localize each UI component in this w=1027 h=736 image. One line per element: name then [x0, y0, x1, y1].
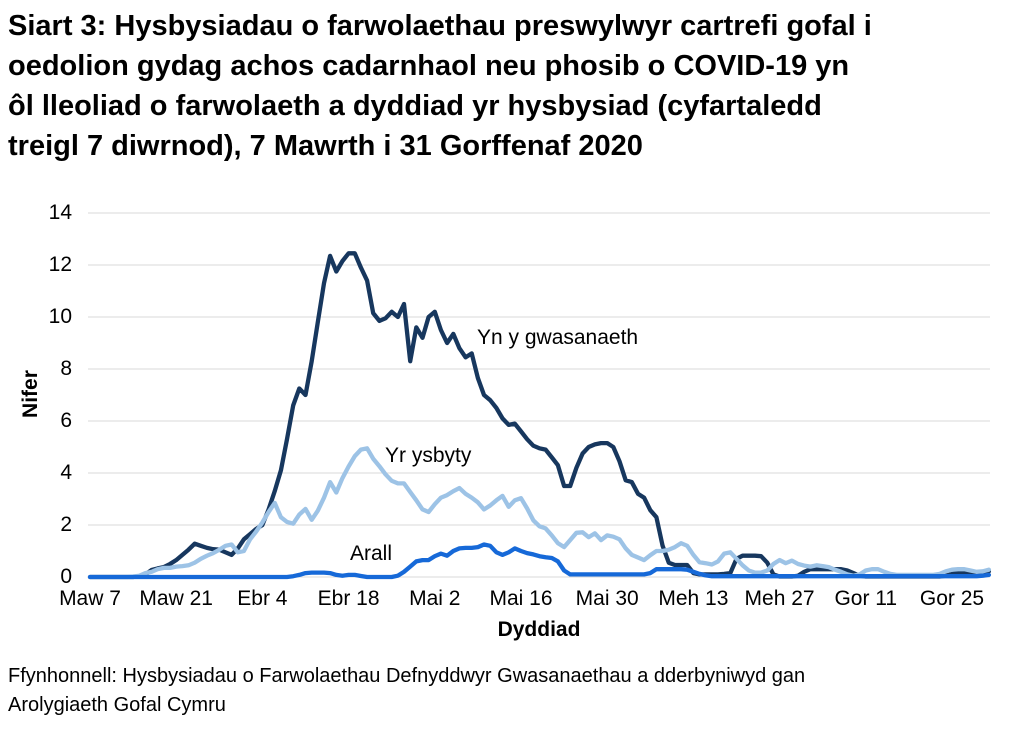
x-tick-label: Maw 21: [139, 587, 213, 610]
chart-title-line-2: oedolion gydag achos cadarnhaol neu phos…: [8, 50, 850, 82]
series-label-arall: Arall: [350, 542, 393, 565]
series-label-yr-ysbyty: Yr ysbyty: [385, 444, 472, 467]
x-tick-label: Mai 2: [409, 587, 461, 610]
y-tick-label: 4: [60, 461, 72, 484]
series-line-yr-ysbyty: [87, 446, 992, 580]
x-tick-label: Mai 30: [575, 587, 639, 610]
y-tick-label: 12: [48, 253, 72, 276]
chart-title-line-1: Siart 3: Hysbysiadau o farwolaethau pres…: [8, 10, 872, 42]
chart-title: Siart 3: Hysbysiadau o farwolaethau pres…: [8, 6, 1022, 166]
x-axis-title: Dyddiad: [497, 618, 581, 641]
y-tick-label: 6: [60, 409, 72, 432]
y-tick-label: 10: [48, 305, 72, 328]
y-axis-title: Nifer: [19, 370, 42, 418]
x-tick-label: Gor 11: [834, 587, 898, 610]
x-tick-label: Meh 27: [744, 587, 815, 610]
y-tick-label: 2: [60, 513, 72, 536]
source-note: Ffynhonnell: Hysbysiadau o Farwolaethau …: [8, 662, 988, 720]
series-line-arall: [87, 542, 992, 580]
x-tick-label: Meh 13: [658, 587, 729, 610]
chart-title-line-3: ôl lleoliad o farwolaeth a dyddiad yr hy…: [8, 90, 822, 122]
y-tick-label: 8: [60, 357, 72, 380]
x-tick-label: Ebr 18: [317, 587, 380, 610]
source-note-line-2: Arolygiaeth Gofal Cymru: [8, 694, 226, 716]
x-tick-label: Ebr 4: [237, 587, 288, 610]
x-tick-label: Gor 25: [919, 587, 985, 610]
source-note-line-1: Ffynhonnell: Hysbysiadau o Farwolaethau …: [8, 665, 806, 687]
y-tick-label: 0: [60, 565, 72, 588]
x-tick-label: Mai 16: [489, 587, 553, 610]
y-tick-label: 14: [48, 201, 72, 224]
series-label-yn-y-gwasanaeth: Yn y gwasanaeth: [477, 326, 639, 349]
chart-title-line-4: treigl 7 diwrnod), 7 Mawrth i 31 Gorffen…: [8, 130, 643, 162]
x-tick-label: Maw 7: [59, 587, 121, 610]
